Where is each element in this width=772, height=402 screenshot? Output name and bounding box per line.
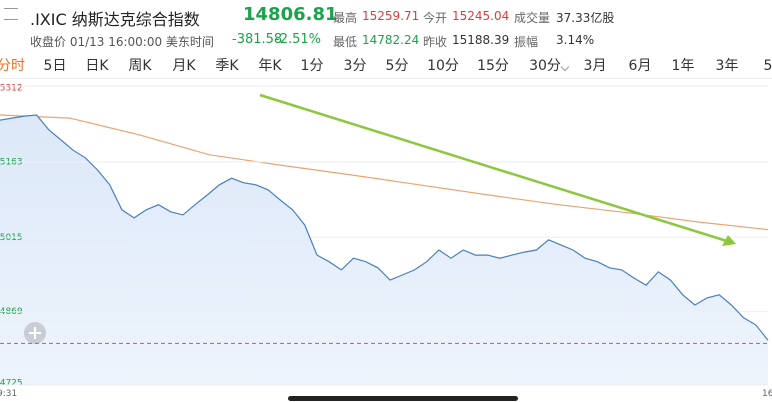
tab[interactable]: 日K: [85, 58, 109, 74]
add-icon: [29, 327, 41, 339]
tab[interactable]: 年K: [258, 58, 282, 74]
tab[interactable]: 1年: [671, 58, 695, 74]
tab[interactable]: 6月: [628, 58, 652, 74]
x-tick-label: 9:31: [0, 389, 17, 399]
chart: 169:31-3.014725-2.114869-1.115015-0.1151…: [0, 84, 772, 401]
stat-value: 15259.71: [362, 9, 420, 23]
menu-icon[interactable]: [4, 8, 18, 20]
trend-arrow: [259, 93, 731, 244]
dropdown-icon: [560, 62, 570, 72]
stat-label: 振幅: [514, 35, 539, 49]
tab-bar: 分时 5日 日K 周K 月K 季K 年K 1分 3分 5分 10分 15分 30分 3月 6月 1年 3年 5年: [0, 52, 772, 79]
stat-label: 今开: [423, 11, 448, 25]
stat-value: 3.14%: [556, 33, 595, 47]
symbol: .IXIC 纳斯达克综合指数: [30, 10, 200, 29]
tab[interactable]: 季K: [215, 58, 239, 74]
tab[interactable]: 15分: [477, 58, 509, 74]
stat-label: 成交量: [514, 11, 551, 25]
price: 14806.81: [243, 4, 338, 25]
stat-value: 15245.04: [452, 9, 510, 23]
tab[interactable]: 1分: [300, 58, 324, 74]
stat-label: 昨收: [423, 35, 448, 49]
tab[interactable]: 30分: [529, 58, 561, 74]
tab[interactable]: 周K: [128, 58, 152, 74]
tab[interactable]: 5年: [763, 58, 772, 74]
tab[interactable]: 分时: [0, 58, 25, 74]
tab[interactable]: 3分: [343, 58, 367, 74]
tab[interactable]: 5日: [43, 58, 67, 74]
x-tick-label: 16: [762, 389, 772, 399]
y-tick-label: 15163: [0, 157, 23, 167]
stat-value: 37.33亿股: [556, 11, 615, 25]
area-fill: [0, 115, 768, 385]
stat-label: 最低: [333, 35, 358, 49]
change: -381.58: [232, 32, 283, 47]
status: 收盘价 01/13 16:00:00 美东时间: [30, 35, 214, 49]
tab[interactable]: 3月: [583, 58, 607, 74]
arrow-head: [722, 235, 736, 246]
y-tick-label: 15312: [0, 84, 23, 94]
tab[interactable]: 5分: [385, 58, 409, 74]
stat-value: 15188.39: [452, 33, 510, 47]
series-line: [0, 114, 769, 341]
tab[interactable]: 3年: [715, 58, 739, 74]
stat-label: 最高: [333, 11, 358, 25]
home-bar: [288, 396, 518, 401]
change-pct: -2.51%: [275, 32, 321, 47]
tab[interactable]: 月K: [172, 58, 196, 74]
tab[interactable]: 10分: [427, 58, 459, 74]
stat-value: 14782.24: [362, 33, 420, 47]
